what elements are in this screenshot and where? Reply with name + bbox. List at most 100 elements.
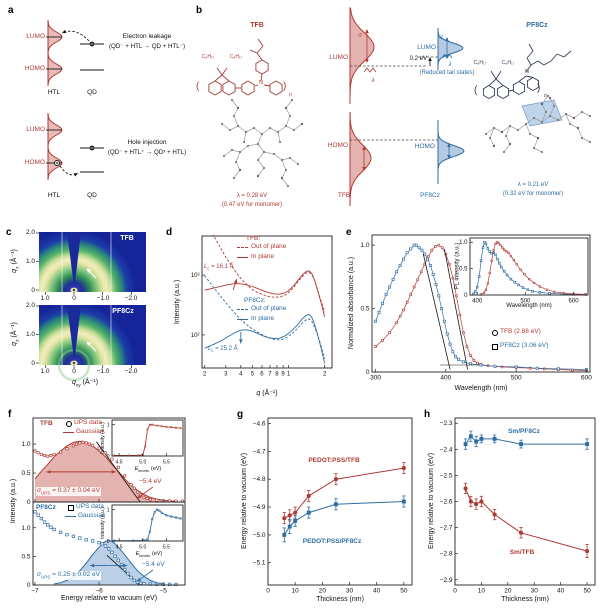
correlation-length-pf8cz: Lc = 25.2 Å [208, 346, 238, 354]
energy-axis-label: Energy relative to vacuum (eV) [240, 452, 248, 550]
svg-text:400: 400 [472, 299, 483, 305]
pf8cz-curve-label: PF8Cz [420, 192, 440, 199]
legend-gaussian: Gaussian [76, 428, 104, 435]
htl-label: HTL [47, 89, 61, 96]
svg-text:1.0: 1.0 [459, 240, 468, 246]
svg-text:1.0: 1.0 [21, 525, 30, 532]
svg-text:0: 0 [107, 454, 110, 460]
x-tick: 1.0 [40, 295, 50, 302]
svg-text:2: 2 [203, 372, 207, 378]
svg-text:0.5: 0.5 [21, 553, 30, 560]
x-tick: −2.0 [124, 295, 138, 302]
nitrogen-atom: N [259, 80, 263, 86]
x-tick: −1.0 [96, 295, 110, 302]
svg-text:2: 2 [323, 372, 327, 378]
pf8cz-lambda-value: λ = 0.21 eV [517, 182, 549, 188]
y-tick: 0 [31, 287, 35, 294]
chart-absorbance: 300 400 500 600 0 0.5 1.0 [360, 234, 592, 382]
legend-ups-marker [66, 421, 72, 427]
legend-tfb-title: TFB: [246, 235, 261, 242]
legend-solid-swatch [237, 257, 248, 258]
bracket: ( [196, 81, 200, 92]
svg-text:−7: −7 [31, 588, 39, 595]
qd-label: QD [87, 89, 97, 96]
svg-text:−5.1: −5.1 [253, 560, 266, 567]
svg-text:1.0: 1.0 [21, 441, 30, 448]
svg-text:−2.6: −2.6 [440, 499, 453, 506]
legend-marker-pf8cz [492, 344, 498, 350]
chart-pl-inset: 400 500 600 0 0.5 1.0 [459, 237, 589, 305]
tfb-lambda-monomer: (0.47 eV for monomer) [221, 202, 283, 208]
svg-text:7: 7 [268, 372, 272, 378]
sigma-label: σ [358, 33, 362, 39]
thickness-axis-label: Thickness (nm) [501, 596, 549, 603]
svg-text:400: 400 [440, 375, 451, 382]
legend-out-of-plane: Out of plane [251, 305, 287, 312]
bracket: ) [537, 83, 541, 94]
svg-text:600: 600 [569, 299, 580, 305]
svg-text:−2.3: −2.3 [440, 420, 453, 427]
panel-label-h: h [424, 409, 431, 420]
energy-axis-label: Energy relative to vacuum (eV) [60, 595, 158, 602]
svg-text:−2.9: −2.9 [440, 577, 453, 584]
chart-seco-pf8cz-inset: 4.5 5.0 5.5 1 0 [107, 504, 184, 551]
svg-text:10: 10 [478, 588, 486, 595]
svg-text:8: 8 [275, 372, 279, 378]
sigma-ups-tfb: σUPS = 0.37 ± 0.04 eV [36, 487, 101, 496]
panel-label-f: f [8, 409, 12, 420]
svg-text:600: 600 [581, 375, 592, 382]
giwaxs-pf8cz-label: PF8Cz [112, 308, 134, 315]
sigma-ups-pf8cz: σUPS = 0.25 ± 0.02 eV [36, 571, 101, 580]
svg-text:30: 30 [346, 588, 354, 595]
feature-arrow [88, 270, 97, 279]
legend-dashed-swatch [237, 309, 248, 310]
svg-text:1.0: 1.0 [360, 242, 369, 249]
inset-wavelength-label: Wavelength (nm) [506, 303, 552, 309]
wavelength-axis-label: Wavelength (nm) [454, 385, 508, 392]
x-tick: −2.0 [124, 368, 138, 375]
svg-text:3: 3 [224, 372, 228, 378]
svg-text:1: 1 [107, 508, 110, 514]
lambda-label: λ [448, 62, 452, 68]
svg-text:1: 1 [107, 423, 110, 429]
svg-text:−5: −5 [159, 588, 167, 595]
homo-onset-tfb: −5.4 eV [139, 478, 162, 485]
tfb-lambda-value: λ = 0.28 eV [236, 193, 268, 199]
missing-wedge [67, 232, 81, 289]
thickness-axis-label: Thickness (nm) [316, 596, 364, 603]
kinetic-energy-label: Ekinetic (eV) [134, 466, 162, 474]
svg-text:500: 500 [511, 375, 522, 382]
legend-ups-data: UPS data [74, 419, 102, 426]
homo-label: HOMO [414, 143, 435, 150]
chart-homo-thickness: 0 10 20 30 40 50 −4.6 −4.7 −4.8 −4.9 −5.0 −5.1 [253, 417, 413, 595]
svg-text:0.5: 0.5 [21, 470, 30, 477]
svg-text:6: 6 [260, 372, 264, 378]
giwaxs-y-axis-label: qz (Å⁻¹) [10, 249, 21, 273]
svg-text:0: 0 [464, 293, 468, 299]
pf8cz-lambda-monomer: (0.32 eV for monomer) [502, 191, 564, 197]
lumo-label: LUMO [26, 33, 45, 40]
svg-text:4.5: 4.5 [116, 460, 123, 466]
panel-label-b: b [196, 5, 203, 16]
chart-giwaxs-profiles: 2 3 4 5 6 7 8 9 1 2 10³ 10² [191, 235, 333, 378]
intensity-axis-label: Intensity (a.u.) [9, 478, 17, 524]
alkyl-chain-label: C₈H₁₇ [501, 60, 515, 66]
homo-label: HOMO [24, 65, 45, 72]
legend-pf8cz: PF8Cz (3.06 eV) [500, 342, 549, 349]
svg-text:0.5: 0.5 [459, 267, 468, 273]
panel-label-a: a [8, 5, 14, 16]
svg-text:10³: 10³ [191, 273, 200, 279]
y-tick: 2.0 [25, 302, 35, 309]
tfb-curve-label: TFB [337, 192, 351, 199]
tfb-structure-title: TFB [250, 22, 264, 29]
qd-label: QD [87, 192, 97, 199]
lambda-label: λ [371, 78, 375, 84]
legend-in-plane: In plane [251, 315, 275, 322]
pf8cz-structure-title: PF8Cz [526, 22, 548, 29]
reduced-tail-states-note: (Reduced tail states) [419, 70, 475, 76]
polymer-n: n [544, 93, 547, 99]
panel-label-g: g [237, 409, 244, 420]
y-tick: 1.0 [25, 258, 35, 265]
